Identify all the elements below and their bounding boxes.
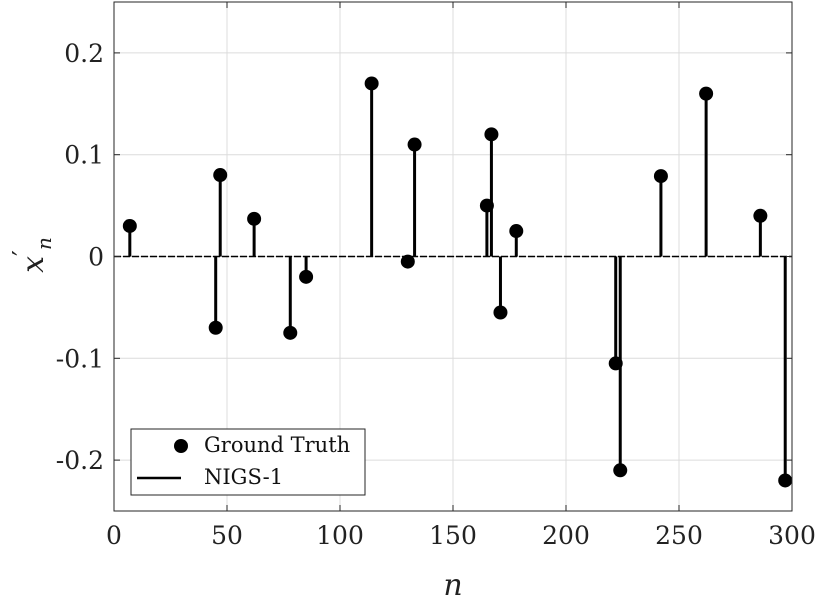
ground-truth-point <box>493 305 508 320</box>
x-tick-label: 200 <box>542 521 590 550</box>
legend-box <box>130 428 366 496</box>
y-tick-label: -0.2 <box>56 446 104 475</box>
y-tick-label: 0 <box>88 243 104 272</box>
ground-truth-markers <box>122 76 793 488</box>
ground-truth-point <box>484 127 499 142</box>
ground-truth-point <box>208 320 223 335</box>
legend-marker-ground-truth <box>174 439 188 453</box>
ground-truth-point <box>364 76 379 91</box>
y-axis-label-prime: ′ <box>8 250 38 256</box>
y-tick-label: 0.1 <box>64 141 104 170</box>
x-tick-label: 250 <box>655 521 703 550</box>
y-tick-labels: -0.2 -0.1 0 0.1 0.2 <box>56 39 104 475</box>
ground-truth-point <box>699 86 714 101</box>
legend: Ground Truth NIGS-1 <box>130 428 366 496</box>
legend-label-nigs-1: NIGS-1 <box>204 465 283 489</box>
y-tick-label: 0.2 <box>64 39 104 68</box>
ground-truth-point <box>122 218 137 233</box>
ground-truth-point <box>400 254 415 269</box>
y-axis-label-base: x <box>16 256 51 273</box>
axis-ticks <box>113 2 793 511</box>
ground-truth-point <box>407 137 422 152</box>
x-axis-label: n <box>443 568 462 599</box>
x-tick-label: 50 <box>211 521 243 550</box>
x-tick-label: 150 <box>429 521 477 550</box>
y-axis-label: x′n <box>8 237 56 273</box>
x-tick-labels: 0 50 100 150 200 250 300 <box>106 521 816 550</box>
ground-truth-point <box>479 198 494 213</box>
ground-truth-point <box>247 211 262 226</box>
ground-truth-point <box>299 269 314 284</box>
ground-truth-point <box>608 356 623 371</box>
ground-truth-point <box>283 325 298 340</box>
legend-label-ground-truth: Ground Truth <box>204 433 350 457</box>
y-tick-label: -0.1 <box>56 344 104 373</box>
ground-truth-point <box>613 463 628 478</box>
x-tick-label: 0 <box>106 521 122 550</box>
x-tick-label: 300 <box>768 521 816 550</box>
x-tick-label: 100 <box>316 521 364 550</box>
svg-text:x′n: x′n <box>8 237 56 273</box>
y-axis-label-subscript: n <box>32 237 56 250</box>
ground-truth-point <box>213 168 228 183</box>
ground-truth-point <box>653 169 668 184</box>
ground-truth-point <box>753 208 768 223</box>
ground-truth-point <box>778 473 793 488</box>
ground-truth-point <box>509 224 524 239</box>
